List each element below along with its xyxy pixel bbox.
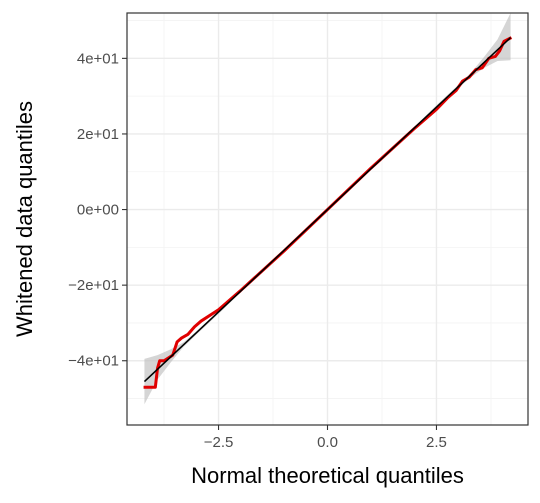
y-tick-label: 0e+00	[77, 202, 119, 219]
y-tick-label: 4e+01	[77, 50, 119, 67]
major-gridlines	[127, 13, 528, 425]
x-tick-label: 2.5	[426, 434, 447, 451]
y-tick-label: −4e+01	[68, 353, 119, 370]
x-axis-title: Normal theoretical quantiles	[191, 463, 464, 488]
y-tick-label: −2e+01	[68, 277, 119, 294]
y-tick-label: 2e+01	[77, 126, 119, 143]
x-axis-ticks: −2.5 0.0 2.5	[204, 425, 447, 451]
reference-line	[143, 36, 512, 383]
x-tick-label: −2.5	[204, 434, 234, 451]
x-tick-label: 0.0	[317, 434, 338, 451]
y-axis-ticks: −4e+01 −2e+01 0e+00 2e+01 4e+01	[68, 50, 127, 370]
y-axis-title: Whitened data quantiles	[12, 101, 37, 337]
